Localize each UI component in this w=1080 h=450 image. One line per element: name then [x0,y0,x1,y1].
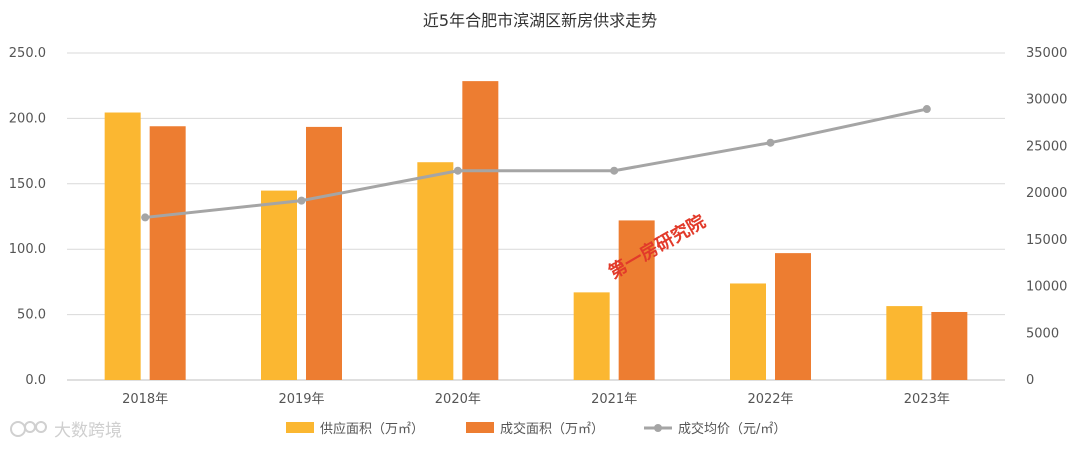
right-tick-label: 10000 [1026,280,1067,295]
right-tick-label: 5000 [1026,326,1059,341]
bar-supply [261,190,297,380]
category-label: 2022年 [747,392,793,407]
bar-deal [149,126,186,380]
line-series-group [141,105,931,222]
right-tick-label: 25000 [1026,139,1067,154]
line-point [766,138,775,147]
bar-supply [573,292,610,380]
right-tick-label: 30000 [1026,93,1067,108]
line-point [610,166,619,175]
chart-title: 近5年合肥市滨湖区新房供求走势 [423,11,657,30]
legend-label: 成交均价（元/㎡） [678,421,786,437]
left-tick-label: 250.0 [9,46,46,61]
legend-label: 成交面积（万㎡） [500,421,604,437]
category-labels: 2018年 2019年 2020年 2021年 2022年 2023年 [122,392,950,407]
category-label: 2019年 [278,392,324,407]
left-tick-label: 0.0 [25,373,46,388]
left-axis-ticks: 0.0 50.0 100.0 150.0 200.0 250.0 [9,46,46,388]
line-point [453,166,462,175]
gridlines [67,52,1005,381]
bars-group [104,81,968,380]
category-label: 2023年 [904,392,950,407]
right-tick-label: 20000 [1026,186,1067,201]
category-label: 2020年 [435,392,481,407]
legend-label: 供应面积（万㎡） [320,421,424,437]
right-tick-label: 0 [1026,373,1034,388]
category-label: 2018年 [122,392,168,407]
right-tick-label: 15000 [1026,233,1067,248]
bar-supply [417,162,454,380]
left-tick-label: 100.0 [9,242,46,257]
left-tick-label: 50.0 [17,308,46,323]
right-tick-label: 35000 [1026,46,1067,61]
bar-deal [931,311,968,380]
line-avg-price [145,107,928,219]
brand-logo: 大数跨境 [10,421,122,441]
bar-deal [618,220,655,380]
legend: 供应面积（万㎡） 成交面积（万㎡） 成交均价（元/㎡） [286,421,786,437]
bar-deal [306,126,342,380]
bar-supply [730,283,766,380]
right-axis-ticks: 0 5000 10000 15000 20000 25000 30000 35000 [1026,46,1067,388]
bar-supply [104,112,141,380]
category-label: 2021年 [591,392,637,407]
line-point [297,196,306,205]
bar-deal [775,253,811,380]
line-point [922,105,931,114]
left-tick-label: 150.0 [9,177,46,192]
line-point [141,213,150,222]
legend-swatch [466,422,494,433]
left-tick-label: 200.0 [9,111,46,126]
legend-swatch-marker [654,424,662,432]
brand-icon [10,421,47,437]
legend-swatch [286,422,314,433]
bar-supply [886,306,923,380]
bar-deal [462,81,499,380]
brand-text: 大数跨境 [54,421,122,441]
